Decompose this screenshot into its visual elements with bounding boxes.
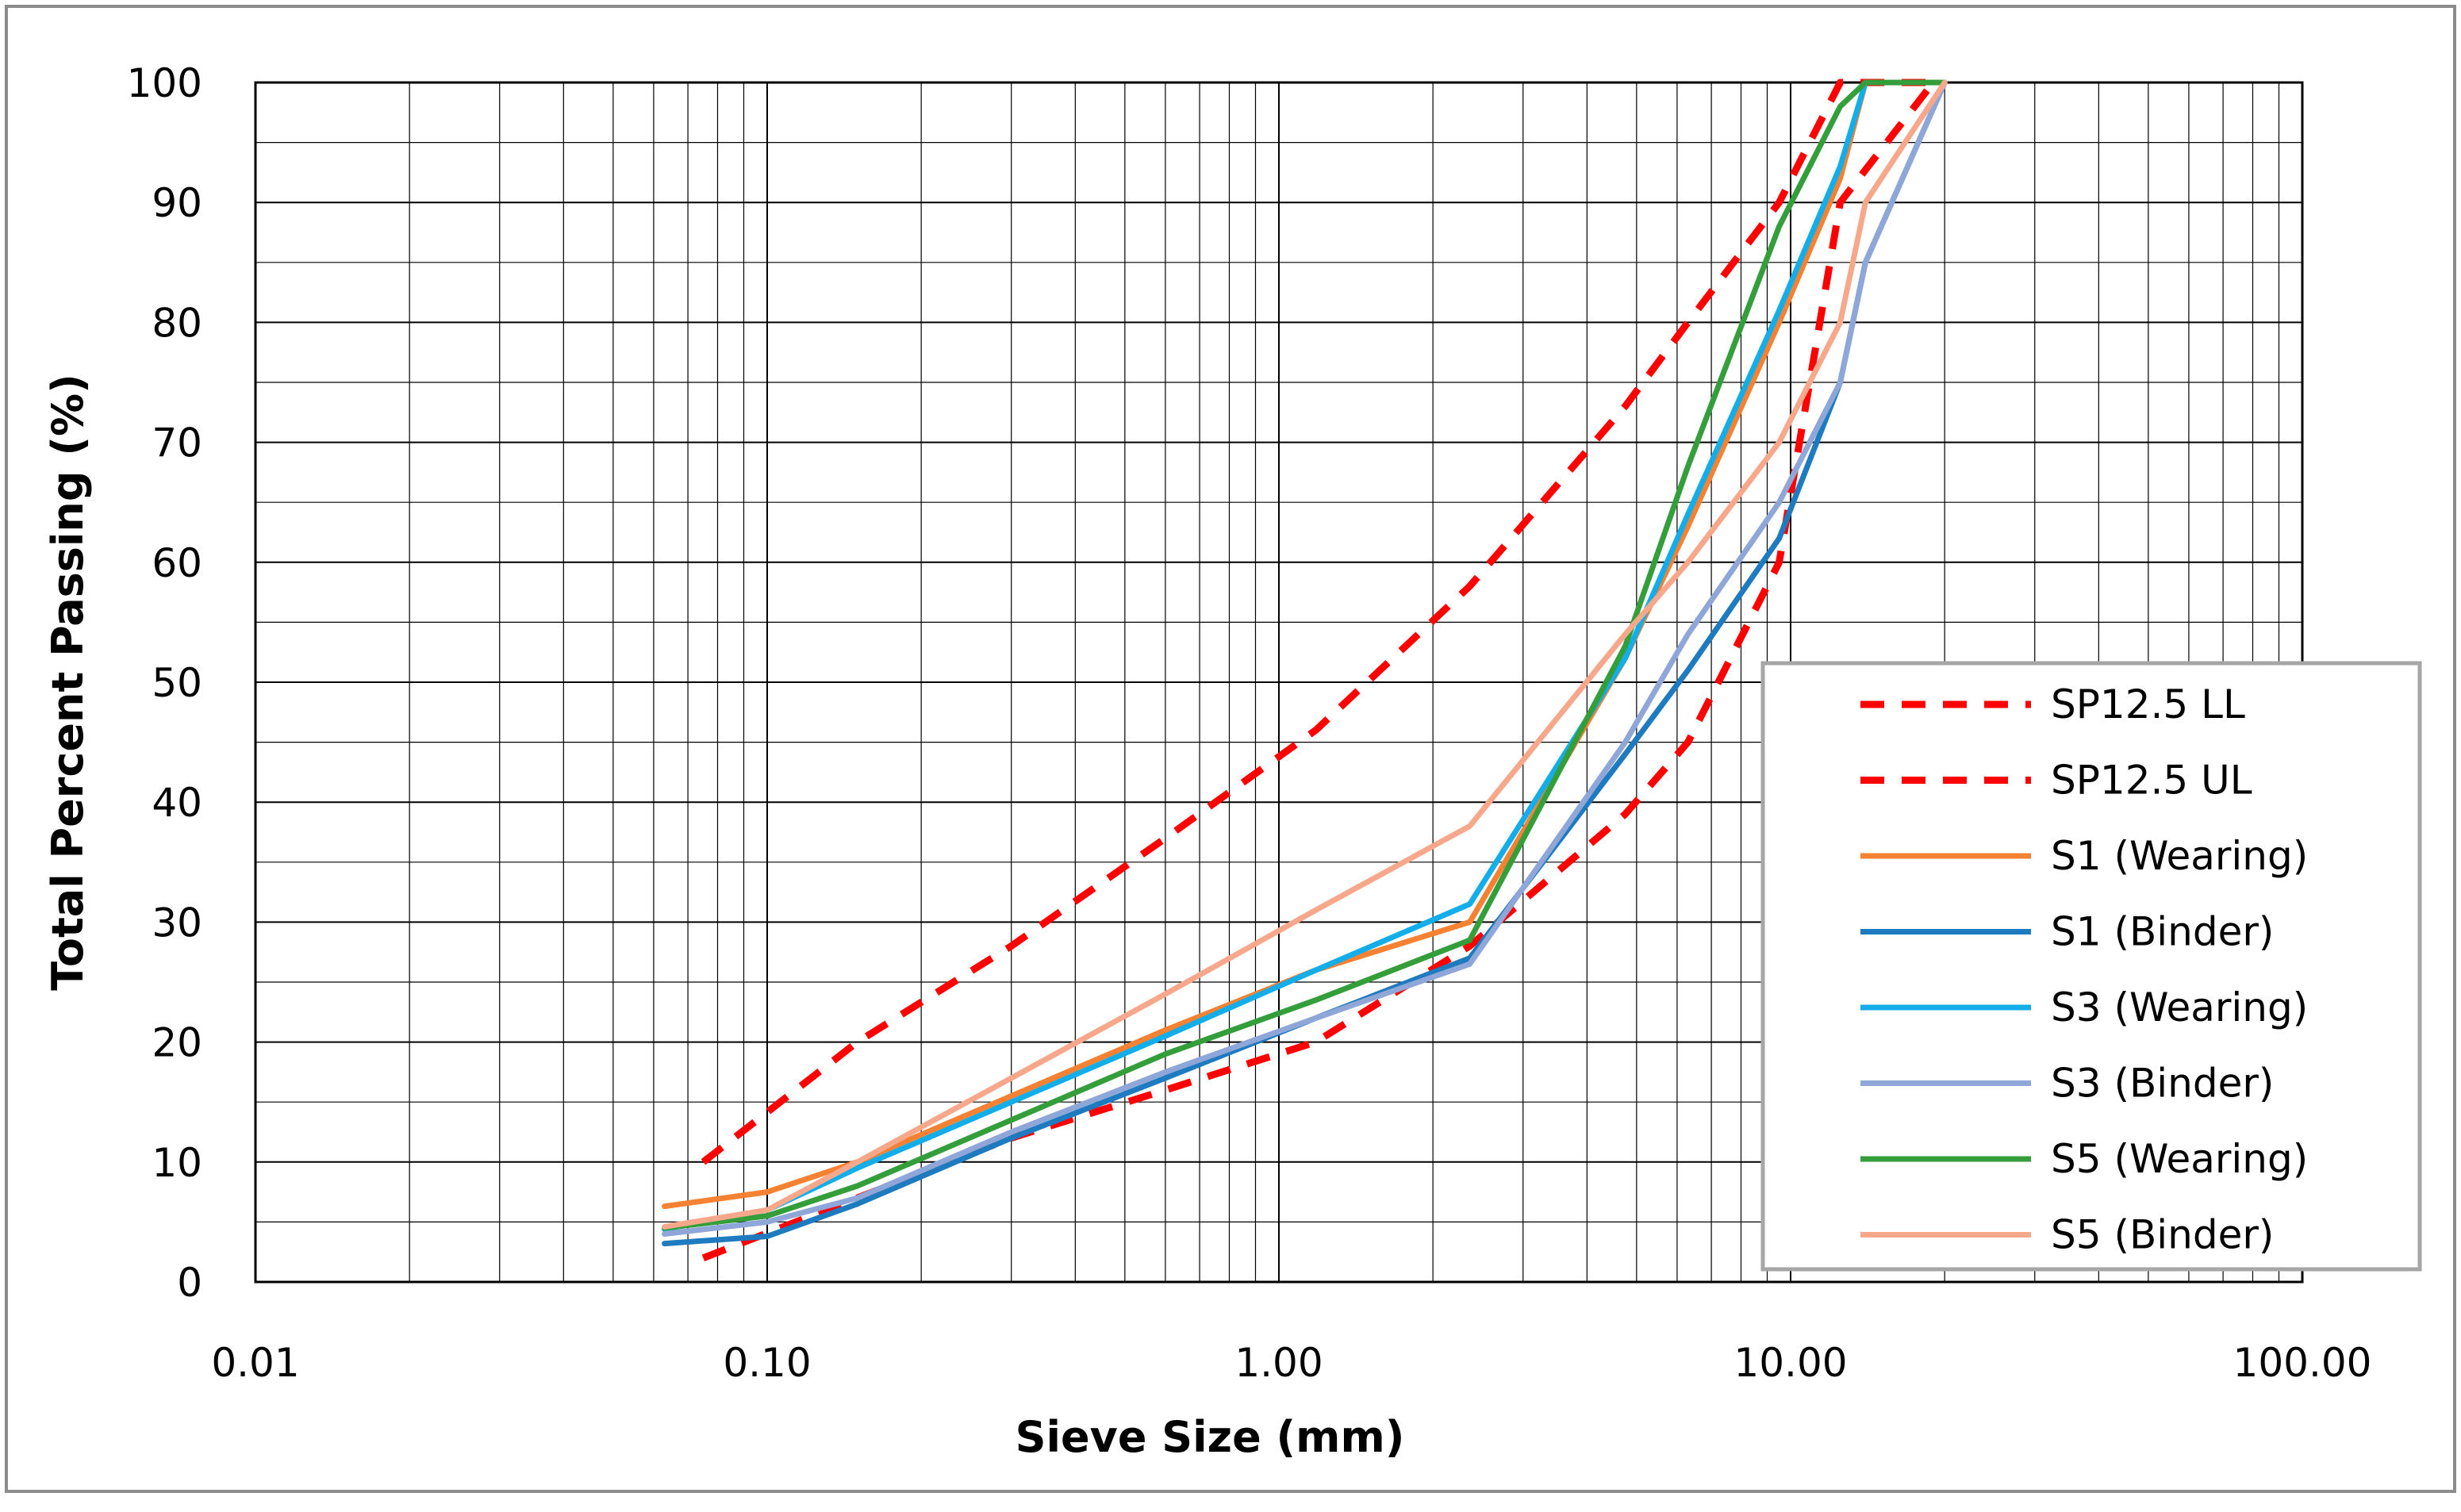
- y-tick-label: 90: [152, 180, 202, 226]
- y-tick-label: 10: [152, 1140, 202, 1186]
- legend: SP12.5 LL SP12.5 UL S1 (Wearing) S1 (Binder…: [1760, 661, 2422, 1272]
- y-tick-label: 20: [152, 1020, 202, 1066]
- y-tick-label: 30: [152, 900, 202, 946]
- legend-label: S5 (Binder): [2051, 1212, 2274, 1258]
- x-axis-title: Sieve Size (mm): [1015, 1412, 1405, 1462]
- legend-label: SP12.5 LL: [2051, 681, 2245, 727]
- series-line: [662, 79, 1948, 1237]
- series-line: [662, 79, 1948, 1231]
- legend-label: S5 (Wearing): [2051, 1136, 2308, 1182]
- series-line: [701, 79, 1933, 1165]
- y-axis-ticks: 0 10 20 30 40 50 60 70 80 90 100: [127, 60, 202, 1306]
- y-tick-label: 40: [152, 780, 202, 826]
- y-tick-label: 80: [152, 300, 202, 346]
- y-tick-label: 50: [152, 660, 202, 706]
- legend-label: S3 (Binder): [2051, 1061, 2274, 1107]
- x-tick-label: 0.10: [723, 1340, 811, 1386]
- y-tick-label: 0: [177, 1260, 202, 1306]
- series-line: [701, 80, 1937, 1261]
- x-tick-label: 1.00: [1234, 1340, 1323, 1386]
- legend-label: S3 (Wearing): [2051, 984, 2308, 1030]
- legend-label: S1 (Binder): [2051, 909, 2274, 955]
- series-group: [662, 79, 1948, 1261]
- legend-label: S1 (Wearing): [2051, 833, 2308, 879]
- y-axis-title: Total Percent Passing (%): [43, 374, 93, 991]
- x-axis-ticks: 0.01 0.10 1.00 10.00 100.00: [211, 1340, 2371, 1386]
- x-tick-label: 10.00: [1733, 1340, 1847, 1386]
- x-tick-label: 100.00: [2233, 1340, 2372, 1386]
- x-tick-label: 0.01: [211, 1340, 299, 1386]
- y-tick-label: 60: [152, 540, 202, 586]
- legend-box: [1760, 661, 2422, 1272]
- series-line: [662, 79, 1948, 1230]
- y-tick-label: 70: [152, 420, 202, 466]
- series-line: [662, 79, 1948, 1232]
- legend-label: SP12.5 UL: [2051, 758, 2252, 804]
- y-tick-label: 100: [127, 60, 202, 106]
